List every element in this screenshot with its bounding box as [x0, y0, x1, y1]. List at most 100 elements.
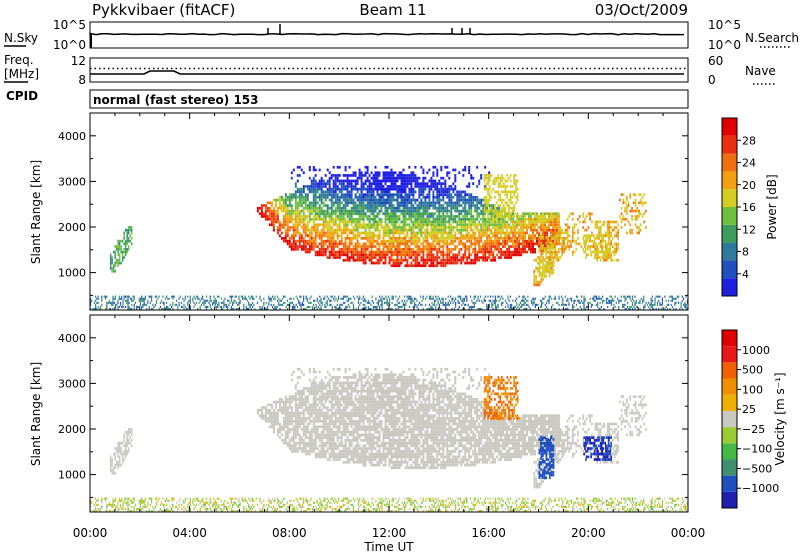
power-cell — [358, 198, 361, 202]
power-cell — [473, 303, 475, 306]
power-cell — [416, 305, 418, 308]
power-cell — [380, 217, 383, 221]
power-cell — [256, 209, 259, 213]
power-cell — [220, 297, 222, 300]
power-cell — [320, 234, 323, 237]
power-cell — [296, 179, 299, 183]
power-cell — [448, 198, 451, 202]
power-cell — [510, 239, 513, 243]
power-cell — [378, 204, 381, 207]
power-cell — [156, 299, 158, 302]
power-cell — [276, 212, 279, 216]
power-cell — [265, 307, 267, 310]
power-cell — [328, 297, 330, 300]
power-cell — [482, 217, 485, 221]
power-cell — [450, 187, 453, 191]
power-cell — [336, 234, 339, 237]
power-cell — [184, 297, 186, 300]
power-cell — [552, 250, 555, 254]
power-cell — [440, 206, 443, 210]
power-cell — [364, 223, 367, 227]
power-cell — [354, 174, 357, 177]
power-cell — [641, 201, 644, 205]
power-cell — [350, 206, 353, 210]
power-cell — [388, 196, 391, 199]
power-cell — [260, 215, 263, 218]
power-cell — [452, 201, 455, 205]
power-cell — [328, 190, 331, 194]
power-cell — [326, 196, 329, 199]
power-cell — [392, 228, 395, 232]
power-cell — [330, 239, 333, 243]
power-cell — [286, 217, 289, 221]
power-cell — [460, 212, 463, 216]
power-cell — [555, 212, 558, 216]
power-cell — [289, 303, 291, 306]
power-cell — [358, 231, 361, 235]
power-cell — [440, 187, 443, 191]
power-cell — [509, 307, 511, 310]
power-cell — [97, 297, 99, 300]
power-cell — [398, 176, 401, 180]
power-cell — [473, 295, 475, 298]
power-cell — [454, 185, 457, 188]
power-cell — [638, 201, 640, 205]
power-cell — [366, 190, 369, 194]
power-cell — [406, 176, 409, 180]
power-cell — [296, 228, 299, 232]
power-cell — [386, 248, 389, 251]
power-cell — [308, 237, 311, 240]
power-cell — [334, 245, 337, 248]
power-cell — [314, 237, 317, 240]
power-cell — [315, 303, 317, 306]
power-cell — [448, 258, 451, 262]
power-cell — [342, 185, 345, 188]
power-cell — [401, 299, 403, 302]
power-cell — [386, 165, 389, 169]
power-cell — [271, 295, 274, 298]
power-cell — [368, 223, 371, 227]
power-cell — [332, 297, 335, 300]
power-cell — [291, 307, 293, 310]
power-cell — [534, 250, 536, 254]
power-cell — [490, 220, 493, 224]
power-cell — [298, 196, 301, 199]
power-cell — [534, 305, 536, 308]
nsearch-label: N.Search — [745, 31, 799, 45]
power-cell — [527, 299, 529, 302]
power-cell — [400, 176, 403, 180]
power-cell — [292, 245, 295, 248]
power-cell — [370, 226, 373, 229]
power-cell — [412, 223, 415, 227]
power-cell — [364, 231, 367, 235]
power-cell — [406, 239, 409, 243]
power-cell — [467, 303, 469, 306]
power-cell — [142, 305, 144, 308]
power-cell — [430, 245, 433, 248]
power-cell — [408, 295, 411, 298]
power-cell — [442, 231, 445, 235]
power-cell — [388, 204, 391, 207]
power-cell — [368, 239, 371, 243]
power-cell — [434, 256, 437, 259]
power-cell — [296, 201, 299, 205]
power-cell — [549, 249, 551, 253]
power-cell — [340, 220, 343, 224]
power-cell — [224, 303, 226, 306]
power-cell — [342, 217, 345, 221]
power-cell — [627, 201, 630, 205]
power-cell — [509, 303, 511, 306]
power-cell — [612, 245, 614, 248]
power-cell — [332, 223, 335, 227]
power-cell — [490, 248, 493, 251]
power-cell — [334, 182, 337, 185]
power-cell — [302, 209, 305, 213]
power-cell — [659, 303, 661, 306]
power-cell — [477, 295, 479, 298]
power-cell — [288, 201, 291, 205]
power-cell — [276, 231, 279, 235]
power-cell — [372, 237, 375, 240]
power-cell — [482, 242, 485, 246]
power-cell — [422, 204, 425, 207]
power-cell — [294, 217, 297, 221]
